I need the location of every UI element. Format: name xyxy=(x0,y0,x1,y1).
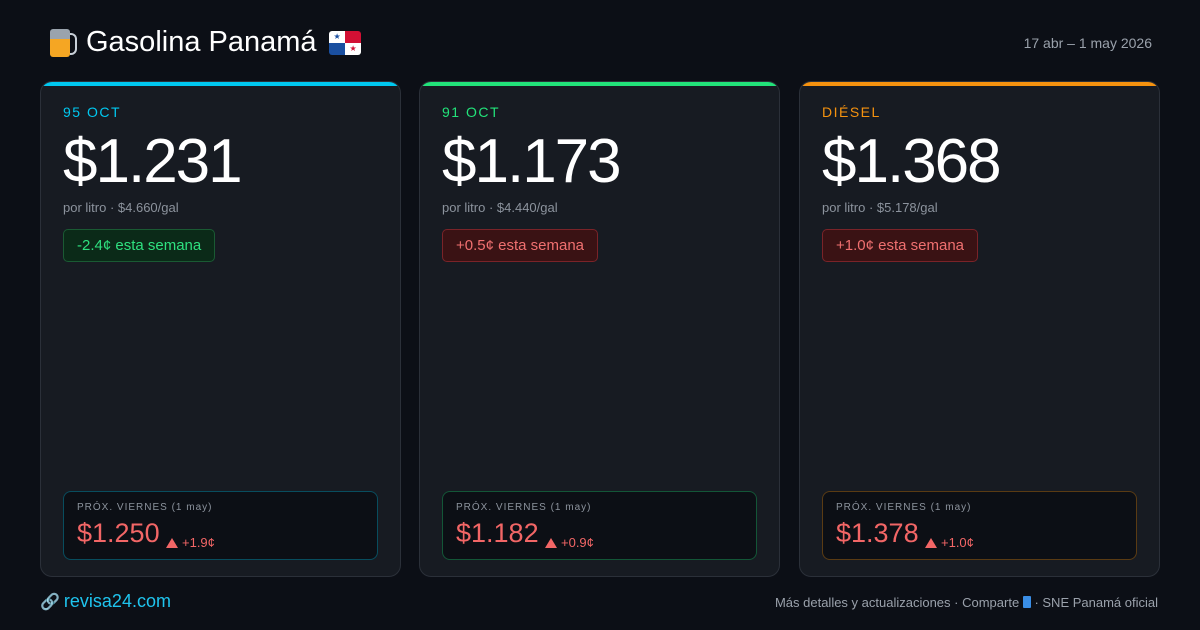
fuel-pump-icon xyxy=(48,27,78,59)
next-change: +1.9¢ xyxy=(166,535,215,550)
link-icon: 🔗 xyxy=(40,593,60,611)
next-change-value: +1.9¢ xyxy=(182,535,215,550)
next-friday-label: PRÓX. VIERNES (1 may) xyxy=(836,502,972,513)
weekly-change-badge: -2.4¢ esta semana xyxy=(63,229,216,262)
next-change-value: +0.9¢ xyxy=(561,535,594,550)
triangle-up-icon xyxy=(925,537,937,548)
next-change: +1.0¢ xyxy=(925,535,974,550)
next-change: +0.9¢ xyxy=(545,535,594,550)
site-url[interactable]: revisa24.com xyxy=(63,591,171,611)
page-title: Gasolina Panamá xyxy=(86,26,317,58)
weekly-change-badge: +0.5¢ esta semana xyxy=(442,229,599,262)
triangle-up-icon xyxy=(545,537,557,548)
next-change-value: +1.0¢ xyxy=(941,535,974,550)
triangle-up-icon xyxy=(166,537,178,548)
next-friday-label: PRÓX. VIERNES (1 may) xyxy=(77,502,213,513)
fuel-type-label: 91 OCT xyxy=(442,104,501,120)
next-price: $1.378 xyxy=(836,518,919,548)
price-per-liter: $1.368 xyxy=(822,127,1002,196)
next-friday-box: PRÓX. VIERNES (1 may) $1.378 +1.0¢ xyxy=(822,491,1137,560)
price-card-1: 91 OCT $1.173 por litro · $4.440/gal +0.… xyxy=(419,81,780,577)
footer-source: · SNE Panamá oficial xyxy=(1034,595,1158,610)
fuel-type-label: DIÉSEL xyxy=(822,104,881,120)
weekly-change-badge: +1.0¢ esta semana xyxy=(822,229,979,262)
price-card-2: DIÉSEL $1.368 por litro · $5.178/gal +1.… xyxy=(799,81,1160,577)
date-range: 17 abr – 1 may 2026 xyxy=(1023,35,1152,51)
next-price: $1.182 xyxy=(456,518,539,548)
footer-details: Más detalles y actualizaciones · Compart… xyxy=(774,595,1020,610)
panama-flag-icon: ★ ★ xyxy=(328,30,361,55)
price-card-0: 95 OCT $1.231 por litro · $4.660/gal -2.… xyxy=(40,81,401,577)
price-per-liter: $1.173 xyxy=(442,127,622,196)
next-price: $1.250 xyxy=(77,518,160,548)
card-accent-bar xyxy=(420,82,779,86)
price-per-liter: $1.231 xyxy=(63,127,243,196)
footer-note: Más detalles y actualizaciones · Compart… xyxy=(775,595,1158,610)
header: Gasolina Panamá ★ ★ xyxy=(48,26,361,59)
next-friday-box: PRÓX. VIERNES (1 may) $1.182 +0.9¢ xyxy=(442,491,757,560)
fuel-type-label: 95 OCT xyxy=(63,104,122,120)
price-per-gallon: por litro · $4.440/gal xyxy=(442,200,558,215)
share-phone-icon xyxy=(1022,596,1031,608)
card-accent-bar xyxy=(41,82,400,86)
next-friday-label: PRÓX. VIERNES (1 may) xyxy=(456,502,592,513)
site-link[interactable]: 🔗 revisa24.com xyxy=(40,591,171,612)
price-per-gallon: por litro · $5.178/gal xyxy=(822,200,938,215)
price-per-gallon: por litro · $4.660/gal xyxy=(63,200,179,215)
next-friday-box: PRÓX. VIERNES (1 may) $1.250 +1.9¢ xyxy=(63,491,378,560)
card-accent-bar xyxy=(800,82,1159,86)
